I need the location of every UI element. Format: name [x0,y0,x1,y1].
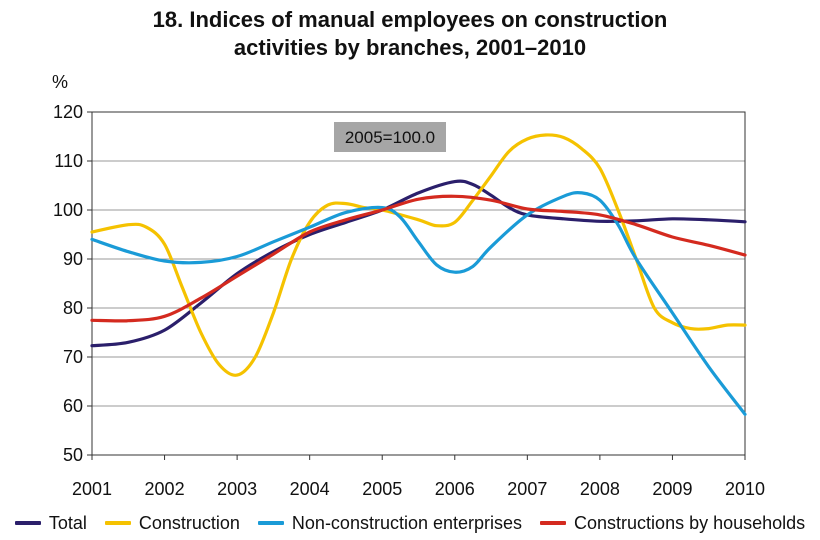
chart-title-line-2: activities by branches, 2001–2010 [233,35,587,60]
series-line-non-construction-enterprises [90,191,747,416]
annotation-text: 2005=100.0 [345,128,435,147]
x-tick-label: 2010 [725,479,765,499]
x-tick-label: 2004 [290,479,330,499]
legend-item: Constructions by households [540,513,805,534]
plot-area-frame [91,111,746,456]
x-tick-label: 2005 [362,479,402,499]
x-tick-label: 2003 [217,479,257,499]
base-year-annotation: 2005=100.0 [334,122,446,152]
legend-swatch [104,521,131,525]
legend: Total Construction Non-construction enterp… [0,510,820,536]
legend-label: Construction [138,512,240,533]
legend-item: Total [14,512,87,534]
legend-swatch [257,521,284,525]
series-line-constructions-by-households [90,194,747,323]
legend-swatch [540,521,567,525]
legend-swatch [14,521,41,525]
series-lines [90,133,747,416]
y-tick-label: 90 [63,249,83,269]
legend-label: Non-construction enterprises [291,512,523,533]
y-tick-label: 120 [53,102,83,122]
legend-label: Constructions by households [574,512,806,533]
series-line-construction [90,133,747,377]
legend-item: Construction [104,512,240,534]
y-tick-label: 60 [63,396,83,416]
y-tick-label: 80 [63,298,83,318]
y-axis-unit-label: % [52,72,68,92]
x-tick-label: 2006 [435,479,475,499]
y-tick-label: 110 [54,151,83,171]
x-tick-label: 2001 [72,479,112,499]
chart-title-line-1: 18. Indices of manual employees on const… [152,7,668,32]
y-tick-label: 50 [63,445,83,465]
y-tick-label: 100 [53,200,83,220]
legend-label: Total [48,512,87,533]
legend-item: Non-construction enterprises [257,512,523,534]
axis-ticks: 50 60 70 80 90 100 110 120 2001 2002 2003 2004 2005 2… [53,102,765,499]
x-tick-label: 2009 [652,479,692,499]
chart-title: 18. Indices of manual employees on const… [0,6,820,62]
annotation-box [334,122,446,152]
x-tick-label: 2002 [145,479,185,499]
x-tick-label: 2008 [580,479,620,499]
y-tick-label: 70 [63,347,83,367]
x-tick-label: 2007 [507,479,547,499]
